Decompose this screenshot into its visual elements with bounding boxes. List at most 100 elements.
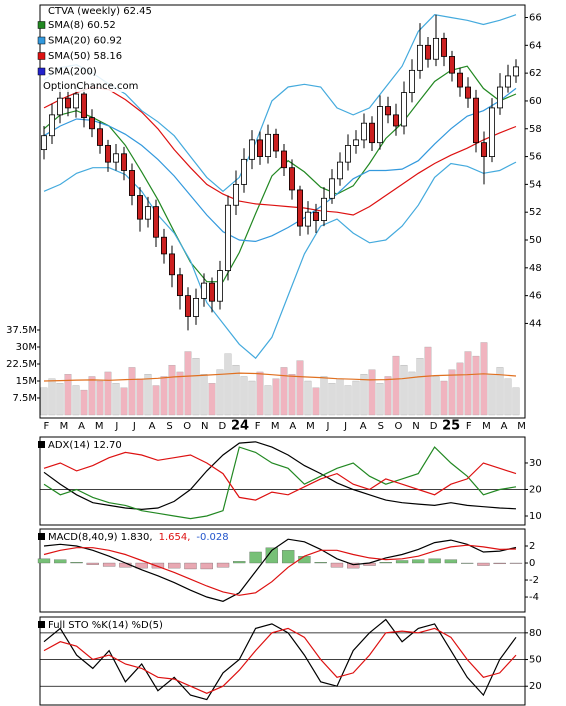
x-tick-label: J: [343, 421, 347, 432]
candle-body: [192, 298, 199, 317]
x-tick-label: O: [183, 421, 191, 432]
candle-body: [416, 44, 423, 71]
histogram-bar: [477, 562, 490, 566]
y-tick-label: 46: [529, 291, 542, 302]
candle-body: [57, 97, 64, 116]
candle-body: [312, 211, 319, 221]
y-tick-label: 50: [529, 655, 542, 666]
histogram-bar: [412, 559, 425, 564]
candle-body: [240, 158, 247, 185]
volume-bar: [120, 387, 128, 416]
candle-body: [496, 86, 503, 109]
candle-body: [144, 206, 151, 220]
legend-label: -0.028: [196, 532, 228, 543]
candle-body: [392, 114, 399, 127]
volume-bar: [168, 364, 176, 416]
volume-bar: [256, 371, 264, 416]
y-tick-label: 20: [529, 484, 542, 495]
volume-bar: [72, 385, 80, 416]
line-series: [43, 87, 517, 243]
candle-body: [176, 274, 183, 297]
x-tick-label: N: [412, 421, 419, 432]
y-tick-label: 52: [529, 207, 542, 218]
legend-swatch: [37, 67, 46, 76]
volume-bar: [496, 367, 504, 416]
volume-bar: [80, 389, 88, 416]
y-tick-label: 64: [529, 40, 542, 51]
line-series: [43, 446, 517, 520]
volume-bar: [160, 376, 168, 416]
histogram-bar: [281, 550, 295, 564]
x-tick-label: D: [219, 421, 227, 432]
x-tick-label: S: [378, 421, 384, 432]
candle-body: [136, 195, 143, 220]
candle-body: [320, 197, 327, 221]
x-tick-label: A: [501, 421, 508, 432]
volume-bar: [64, 374, 72, 416]
volume-bar: [104, 371, 112, 416]
x-tick-label: F: [255, 421, 261, 432]
candle-body: [344, 145, 351, 163]
y-tick-label: 44: [529, 318, 542, 329]
legend-swatch: [38, 533, 45, 540]
histogram-bar: [314, 562, 327, 564]
candle-body: [488, 107, 495, 157]
candle-body: [296, 189, 303, 227]
candle-body: [248, 139, 255, 160]
histogram-bar: [428, 558, 441, 564]
line-series: [43, 544, 517, 596]
candle-body: [105, 145, 112, 163]
volume-bar: [88, 376, 96, 416]
volume-bar: [96, 380, 104, 416]
chart-title: CTVA (weekly) 62.45: [48, 6, 152, 17]
line-series: [43, 538, 517, 602]
candle-body: [272, 133, 279, 152]
x-tick-label: M: [306, 421, 315, 432]
candle-body: [384, 106, 391, 116]
line-series: [43, 627, 517, 694]
candle-body: [368, 122, 375, 144]
panel-frame: [39, 436, 526, 526]
volume-bar: [40, 387, 48, 416]
panel-frame: [39, 616, 526, 706]
candle-body: [89, 117, 96, 130]
histogram-bar: [249, 551, 262, 564]
legend-label: SMA(8) 60.52: [48, 20, 116, 31]
x-tick-label: J: [114, 421, 118, 432]
volume-bar: [200, 374, 208, 416]
histogram-bar: [395, 560, 409, 564]
volume-bar: [384, 376, 392, 416]
y-tick-label: 10: [529, 511, 542, 522]
volume-bar: [304, 380, 312, 416]
line-series: [43, 441, 517, 511]
legend-swatch: [37, 21, 46, 29]
y-tick-label: 50: [529, 235, 542, 246]
volume-bar: [184, 351, 192, 416]
candle-body: [504, 75, 511, 88]
x-tick-label: O: [394, 421, 402, 432]
candle-body: [41, 135, 48, 151]
volume-bar: [480, 342, 488, 416]
histogram-bar: [168, 562, 181, 569]
candle-body: [360, 122, 367, 141]
x-tick-label: D: [430, 421, 438, 432]
volume-bar: [504, 378, 512, 416]
legend-label: MACD(8,40,9) 1.830,: [48, 532, 153, 543]
candle-body: [456, 72, 463, 88]
y-tick-label: 37.5M: [6, 325, 37, 336]
volume-bar: [432, 376, 440, 416]
histogram-bar: [70, 562, 83, 564]
histogram-bar: [379, 562, 392, 564]
candle-body: [200, 282, 207, 299]
y-tick-label: 56: [529, 152, 542, 163]
y-tick-label: 7.5M: [12, 393, 37, 404]
candle-body: [152, 206, 159, 238]
candle-body: [81, 93, 88, 119]
x-tick-label: 24: [231, 419, 249, 434]
y-tick-label: 30M: [16, 342, 37, 353]
x-tick-label: A: [149, 421, 156, 432]
volume-bar: [416, 358, 424, 416]
legend-label: SMA(20) 60.92: [48, 36, 122, 47]
histogram-bar: [461, 562, 474, 564]
